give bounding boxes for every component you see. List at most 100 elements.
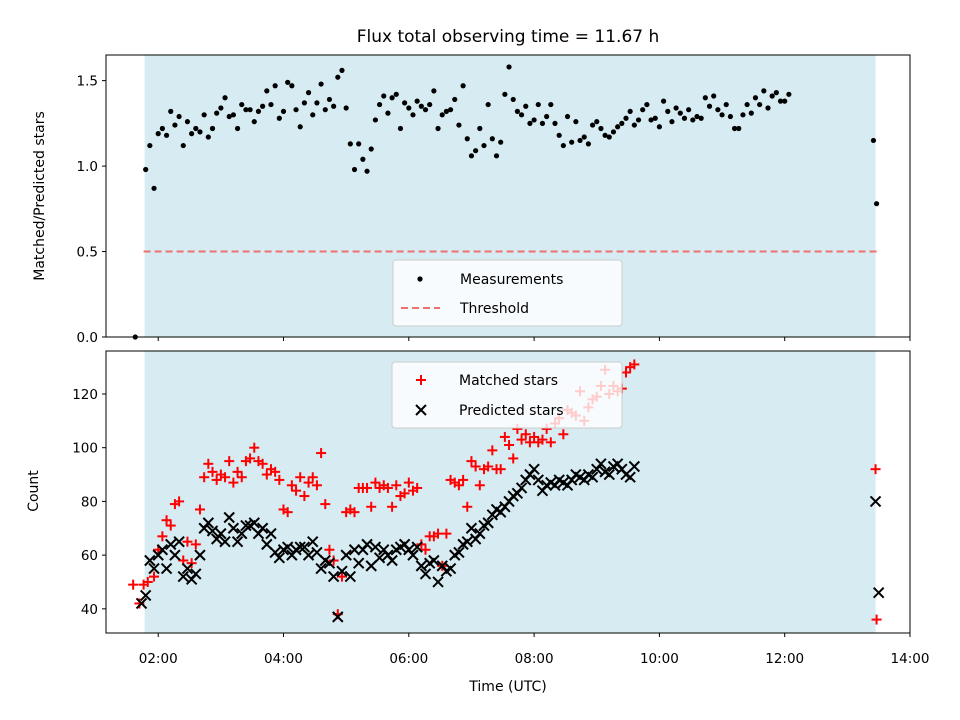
predicted-star-point [156, 544, 169, 556]
predicted-star-point [223, 511, 235, 524]
measurement-point [736, 125, 742, 132]
measurement-point [598, 125, 604, 132]
matched-star-point [149, 571, 160, 582]
matched-star-point [324, 544, 335, 555]
matched-star-point [416, 375, 426, 385]
matched-star-point [558, 429, 569, 440]
predicted-star-point [265, 527, 277, 540]
measurement-point [143, 166, 149, 173]
measurement-point [731, 125, 738, 132]
measurement-point [673, 105, 679, 111]
measurement-point [214, 110, 220, 116]
measurement-point [715, 107, 721, 113]
predicted-star-point [298, 541, 311, 553]
measurement-point [761, 88, 767, 94]
y-tick-label: 1.5 [77, 74, 98, 90]
x-tick-label: 06:00 [389, 651, 428, 667]
measurement-point [623, 115, 629, 121]
predicted-star-point [165, 538, 177, 551]
measurement-point [690, 117, 696, 123]
measurement-point [585, 141, 592, 147]
matched-star-point [412, 482, 423, 493]
matched-star-point [495, 464, 506, 475]
measurement-point [686, 107, 692, 113]
bottom-legend: Matched stars Predicted stars [391, 361, 623, 429]
measurement-point [393, 91, 399, 97]
measurement-point [418, 103, 424, 109]
measurement-point [786, 91, 792, 97]
matched-star-point [199, 472, 210, 483]
measurement-point [301, 100, 307, 106]
measurement-point [293, 107, 299, 113]
x-tick-label: 10:00 [640, 651, 679, 667]
matched-star-point [311, 480, 322, 491]
matched-star-point [203, 458, 214, 469]
matched-star-point [328, 555, 339, 566]
measurement-point [681, 115, 688, 121]
measurement-point [168, 108, 174, 114]
top-legend: Measurements Threshold [392, 259, 623, 327]
predicted-star-point [444, 562, 457, 575]
predicted-star-point [144, 554, 156, 567]
matched-star-point [161, 515, 172, 526]
matched-star-point [871, 614, 882, 625]
matched-star-point [228, 477, 239, 488]
matched-star-point [366, 501, 377, 512]
measurement-point [635, 117, 642, 123]
measurement-point [477, 125, 483, 132]
matched-star-point [382, 482, 393, 493]
measurement-point [385, 110, 391, 116]
measurement-point [447, 107, 454, 113]
y-tick-label: 120 [72, 387, 98, 403]
matched-star-point [441, 528, 452, 539]
predicted-star-point [302, 549, 315, 561]
measurement-point [577, 137, 583, 144]
measurement-point [159, 125, 165, 132]
measurement-point [744, 101, 750, 108]
matched-star-point [261, 469, 272, 480]
measurement-point [656, 124, 663, 130]
matched-star-point [483, 461, 494, 472]
measurement-point [410, 112, 416, 118]
measurement-point [335, 74, 341, 80]
matched-star-point [462, 501, 473, 512]
measurement-point [364, 168, 370, 174]
measurement-point [406, 105, 412, 111]
matched-star-point [629, 359, 640, 370]
matched-star-point [399, 488, 410, 499]
predicted-star-point [215, 527, 227, 540]
measurement-point [372, 117, 378, 123]
measurement-point [197, 129, 203, 135]
predicted-star-point [173, 535, 185, 548]
measurement-point [314, 100, 320, 106]
measurement-point [773, 90, 779, 96]
matched-star-point [307, 472, 318, 483]
measurement-point [677, 110, 683, 116]
matched-star-point [336, 571, 347, 582]
predicted-star-point [240, 519, 252, 532]
matched-star-point [453, 480, 464, 491]
matched-star-point [182, 536, 193, 547]
y-tick-label: 0.0 [77, 330, 98, 346]
predicted-star-point [528, 463, 540, 475]
measurement-point [243, 107, 249, 113]
measurement-point [176, 113, 182, 120]
measurement-point [648, 117, 654, 123]
measurement-point [539, 120, 546, 126]
predicted-star-point [461, 535, 473, 548]
predicted-star-point [453, 546, 465, 559]
matched-star-point [349, 507, 360, 518]
matched-star-point [207, 466, 218, 477]
matched-star-point [466, 456, 477, 467]
y-tick-label: 1.0 [77, 159, 98, 175]
predicted-star-point [336, 565, 348, 577]
measurement-point [527, 120, 533, 126]
matched-star-point [474, 480, 485, 491]
predicted-star-point [307, 535, 319, 548]
measurement-point [573, 119, 579, 125]
predicted-star-point [340, 549, 352, 561]
predicted-star-point [369, 541, 382, 553]
top-y-axis-label: Matched/Predicted stars [32, 111, 48, 281]
measurement-point [260, 103, 266, 109]
measurement-point [339, 67, 345, 73]
